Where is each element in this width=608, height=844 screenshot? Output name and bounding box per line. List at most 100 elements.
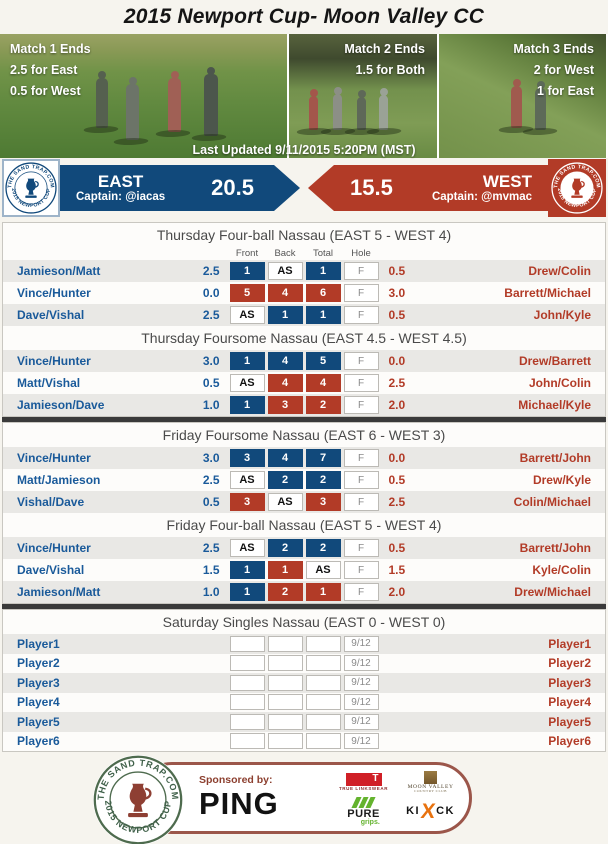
score-cell: 1 [229,352,265,370]
match-row: Player6 9/12 Player6 [3,732,605,752]
score-cell: 4 [267,284,303,302]
score-cell [305,694,341,711]
east-pair-name: Matt/Vishal [17,376,81,390]
west-pair-name: Player5 [548,714,591,729]
west-pair-name: Colin/Michael [513,495,591,509]
east-points: 2.5 [202,541,220,555]
score-cells: AS 2 2 F [229,539,379,557]
grips-label: grips. [360,818,380,826]
east-points: 0.5 [202,495,220,509]
match-result-line: Match 3 Ends [513,42,594,56]
score-cell: AS [305,561,341,579]
east-points: 2.5 [202,473,220,487]
score-cell: 1 [229,561,265,579]
score-cell [305,674,341,691]
title-bar: 2015 Newport Cup- Moon Valley CC [0,0,608,34]
golfer-silhouette [511,86,522,128]
score-cell: AS [267,493,303,511]
score-cell [305,655,341,672]
match-3-result: Match 3 Ends 2 for West 1 for East [513,39,594,102]
west-points: 0.0 [388,354,406,368]
hole-cell: F [343,284,379,302]
score-cell: 4 [267,374,303,392]
hole-cell: F [343,583,379,601]
moon-valley-logo: MOON VALLEY COUNTRY CLUB [408,770,454,794]
match-row: Player5 9/12 Player5 [3,712,605,732]
score-cell: 5 [229,284,265,302]
west-pair-name: Drew/Kyle [532,473,591,487]
west-pair-name: Player1 [548,636,591,651]
score-cell: 4 [305,374,341,392]
east-pair-name: Dave/Vishal [17,563,85,577]
score-cell [305,713,341,730]
score-cell [267,674,303,691]
score-cells: AS 1 1 F [229,306,379,324]
page-title: 2015 Newport Cup- Moon Valley CC [123,5,485,28]
match-result-line: 2.5 for East [10,63,78,77]
day-divider [2,604,606,609]
east-team-logo: THE SAND TRAP.COM 2015 NEWPORT CUP [2,159,60,217]
score-cell: 7 [305,449,341,467]
west-score: 15.5 [350,175,393,200]
score-cell: 1 [305,306,341,324]
east-pair-name: Jamieson/Matt [17,585,101,599]
west-pair-name: Kyle/Colin [532,563,591,577]
sandtrap-logo: THE SAND TRAP.COM 2015 NEWPORT CUP [93,755,183,844]
match-row: Vince/Hunter 2.5 AS 2 2 F 0.5 Barrett/John [3,537,605,559]
hole-cell: F [343,352,379,370]
west-points: 0.0 [388,451,406,465]
column-headers: Front Back Total Hole [3,247,605,260]
match-2-result: Match 2 Ends 1.5 for Both [344,39,425,81]
east-points: 3.0 [202,354,220,368]
west-pair-name: Michael/Kyle [518,398,591,412]
east-pair-name: Vishal/Dave [17,495,85,509]
west-pair-name: Player3 [548,675,591,690]
hole-cell: 9/12 [343,733,379,750]
match-result-line: 2 for West [533,63,594,77]
section-title: Thursday Foursome Nassau (EAST 4.5 - WES… [141,330,467,346]
true-box-icon: T [345,772,382,786]
column-header: Hole [351,248,371,259]
west-points: 2.5 [388,376,406,390]
west-pair-name: Barrett/Michael [504,286,591,300]
west-pair-name: Barrett/John [519,541,591,555]
golfer-silhouette [309,96,318,130]
score-cell [267,694,303,711]
match-row: Vishal/Dave 0.5 3 AS 3 F 2.5 Colin/Michael [3,491,605,513]
golfer-silhouette [357,97,366,130]
hole-cell: 9/12 [343,655,379,672]
match-2-photo: Match 2 Ends 1.5 for Both [289,34,437,158]
section-title: Thursday Four-ball Nassau (EAST 5 - WEST… [156,227,452,243]
pure-stripes-icon [351,796,376,808]
west-points: 2.0 [388,398,406,412]
match-3-photo: Match 3 Ends 2 for West 1 for East [439,34,606,158]
west-points: 0.5 [388,264,406,278]
match-1-result: Match 1 Ends 2.5 for East 0.5 for West [10,39,91,102]
west-points: 0.5 [388,473,406,487]
score-cell: 2 [305,539,341,557]
sponsored-by-label: Sponsored by: [199,774,273,787]
match-result-line: Match 2 Ends [344,42,425,56]
score-cell [229,635,265,652]
header-cells: Front Back Total Hole [230,248,379,259]
hole-cell: 9/12 [343,694,379,711]
moon-valley-subcaption: COUNTRY CLUB [414,789,447,793]
kick-right: CK [436,804,455,817]
day-divider [2,417,606,422]
ping-logo: PING [199,785,279,821]
golfer-silhouette [204,74,218,136]
east-points: 1.5 [202,563,220,577]
score-cells: 1 AS 1 F [229,262,379,280]
score-cell: 1 [229,583,265,601]
east-pair-name: Vince/Hunter [17,354,91,368]
east-score: 20.5 [211,175,254,200]
match-row: Matt/Jamieson 2.5 AS 2 2 F 0.5 Drew/Kyle [3,469,605,491]
west-pair-name: Player6 [548,734,591,749]
